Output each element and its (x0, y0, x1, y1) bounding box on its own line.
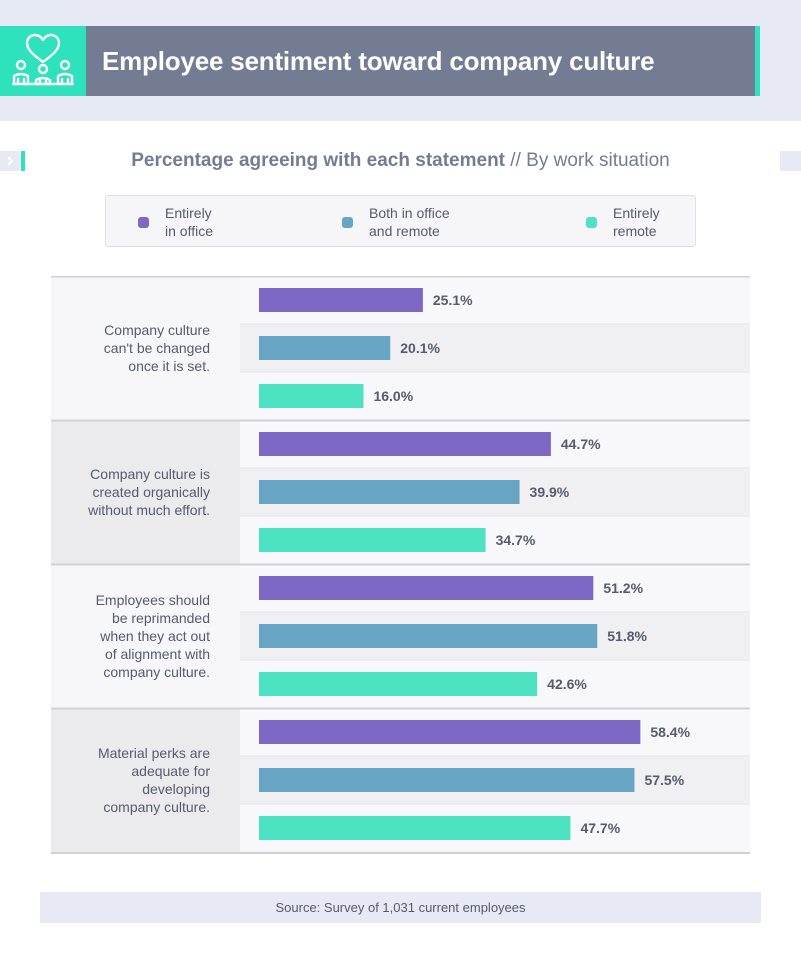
category-label: without much effort. (87, 502, 210, 518)
category-label: be reprimanded (112, 610, 210, 626)
header-icon-box (0, 26, 86, 96)
title-accent (755, 26, 760, 96)
bar (259, 384, 364, 408)
legend-swatch (586, 217, 597, 228)
prev-slide-button[interactable] (0, 151, 20, 171)
category-cell (51, 564, 240, 708)
nav-accent (21, 151, 25, 171)
bar-chart: 25.1% 20.1% 16.0% Company culture can't be c… (51, 276, 750, 854)
bar-value-label: 25.1% (433, 292, 473, 308)
bar (259, 576, 594, 600)
bar-value-label: 47.7% (580, 820, 620, 836)
category-cell (51, 420, 240, 564)
category-label: when they act out (99, 628, 210, 644)
legend-item-remote: Entirely remote (586, 204, 660, 240)
legend-swatch (342, 217, 353, 228)
bar (259, 624, 598, 648)
subtitle-secondary: By work situation (526, 150, 670, 171)
next-slide-button[interactable] (780, 151, 801, 171)
category-label: can't be changed (104, 340, 210, 356)
category-label: created organically (92, 484, 210, 500)
bar-value-label: 42.6% (547, 676, 587, 692)
category-label: Company culture (104, 322, 210, 338)
legend-label: Both in office and remote (369, 205, 450, 239)
legend-item-in-office: Entirely in office (138, 204, 213, 240)
bar-value-label: 44.7% (561, 436, 601, 452)
category-label: company culture. (103, 799, 210, 815)
bar-value-label: 16.0% (373, 388, 413, 404)
bar-chart-svg: 25.1% 20.1% 16.0% Company culture can't be c… (51, 276, 750, 854)
bar (259, 480, 520, 504)
bar (259, 768, 635, 792)
category-label: developing (142, 781, 210, 797)
legend-label: Entirely in office (165, 205, 213, 239)
chart-subtitle: Percentage agreeing with each statement … (0, 150, 801, 172)
bar (259, 528, 486, 552)
legend-swatch (138, 217, 149, 228)
category-cell (51, 708, 240, 852)
category-cell (51, 276, 240, 420)
category-label: once it is set. (128, 358, 210, 374)
bar-value-label: 39.9% (530, 484, 570, 500)
category-label: of alignment with (105, 646, 210, 662)
category-label: Employees should (96, 592, 210, 608)
bar-value-label: 57.5% (644, 772, 684, 788)
chart-legend: Entirely in office Both in office and re… (105, 195, 696, 247)
bar (259, 432, 551, 456)
chevron-right-icon (7, 156, 14, 166)
category-label: company culture. (103, 664, 210, 680)
bar (259, 672, 538, 696)
bar (259, 816, 571, 840)
bar-value-label: 58.4% (650, 724, 690, 740)
category-label: Company culture is (90, 466, 210, 482)
subtitle-separator: // (510, 150, 521, 171)
legend-item-hybrid: Both in office and remote (342, 204, 450, 240)
category-label: Material perks are (98, 745, 210, 761)
bar (259, 336, 391, 360)
category-label: adequate for (131, 763, 210, 779)
legend-label: Entirely remote (613, 205, 660, 239)
bar-value-label: 51.8% (607, 628, 647, 644)
page-title: Employee sentiment toward company cultur… (102, 46, 655, 76)
bar (259, 720, 641, 744)
subtitle-main: Percentage agreeing with each statement (131, 150, 506, 171)
bar-value-label: 51.2% (603, 580, 643, 596)
bar-value-label: 34.7% (496, 532, 536, 548)
title-bar (0, 26, 760, 96)
bar (259, 288, 423, 312)
source-note: Source: Survey of 1,031 current employee… (40, 892, 761, 923)
bar-value-label: 20.1% (400, 340, 440, 356)
heart-people-icon (11, 33, 75, 86)
